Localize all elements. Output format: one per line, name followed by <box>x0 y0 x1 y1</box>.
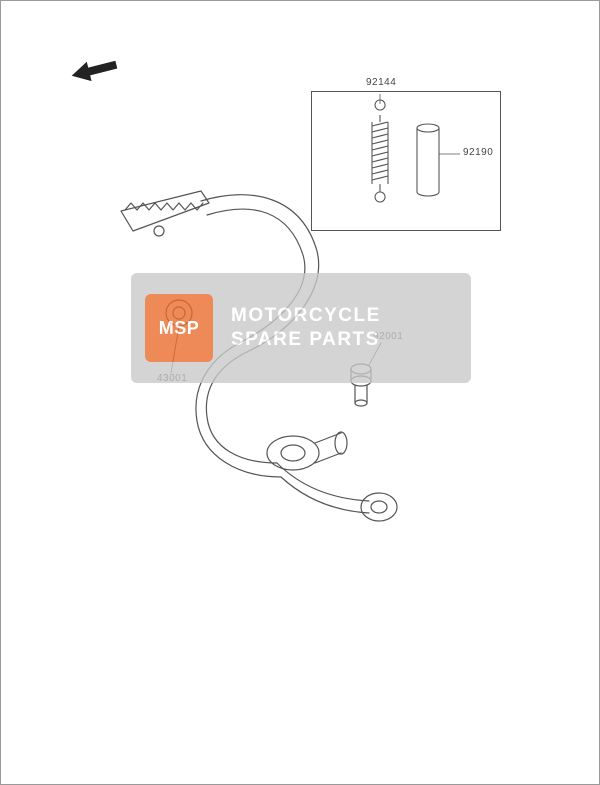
foot-pad <box>121 191 209 236</box>
link-eye <box>361 493 397 521</box>
watermark-logo: MSP <box>145 294 213 362</box>
watermark-line1: MOTORCYCLE <box>231 304 381 328</box>
diagram-canvas: 92144 92190 <box>0 0 600 785</box>
watermark-text: MOTORCYCLE SPARE PARTS <box>231 304 381 352</box>
watermark-line2: SPARE PARTS <box>231 328 381 352</box>
watermark-logo-text: MSP <box>159 318 200 339</box>
brake-pedal-drawing <box>1 1 600 785</box>
watermark: MSP MOTORCYCLE SPARE PARTS <box>131 273 471 383</box>
